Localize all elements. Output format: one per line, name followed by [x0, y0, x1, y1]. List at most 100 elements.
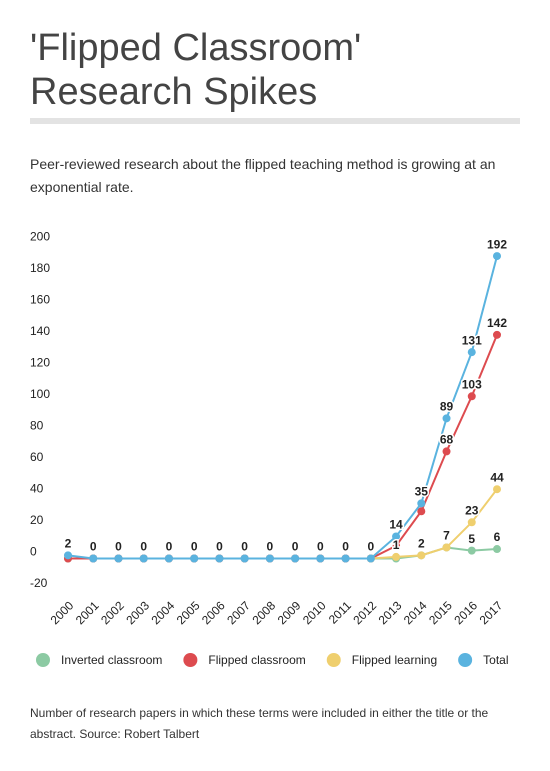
y-tick-label: 120: [30, 356, 50, 370]
data-label: 0: [115, 540, 122, 554]
x-tick-label: 2007: [224, 598, 253, 627]
y-tick-label: -20: [30, 576, 48, 590]
data-point: [467, 392, 476, 401]
data-point: [442, 414, 451, 423]
title-rule: [30, 118, 520, 124]
legend-label: Flipped classroom: [208, 653, 305, 667]
data-point: [493, 330, 501, 339]
y-tick-label: 80: [30, 419, 44, 433]
data-label: 6: [494, 530, 501, 544]
data-point: [493, 545, 501, 554]
x-tick-label: 2012: [350, 598, 379, 627]
data-point: [89, 554, 98, 563]
chart: -200204060801001201401601802002000200120…: [30, 230, 509, 668]
series-line: [68, 546, 498, 560]
data-point: [392, 541, 401, 550]
data-point: [467, 518, 476, 527]
data-label: 192: [487, 237, 507, 251]
data-label: 0: [292, 540, 299, 554]
y-tick-label: 40: [30, 482, 44, 496]
data-point: [64, 551, 72, 560]
data-label: 131: [462, 333, 482, 347]
x-tick-label: 2001: [73, 598, 102, 627]
data-point: [291, 554, 300, 563]
data-label: 0: [342, 540, 349, 554]
data-label: 142: [487, 316, 507, 330]
y-tick-label: 200: [30, 230, 50, 244]
data-point: [164, 554, 173, 563]
x-tick-label: 2015: [426, 598, 455, 627]
data-point: [442, 447, 451, 456]
data-point: [467, 546, 476, 555]
data-point: [417, 507, 426, 516]
data-label: 14: [389, 518, 403, 532]
x-tick-label: 2006: [199, 598, 228, 627]
data-label: 5: [468, 532, 475, 546]
data-point: [316, 554, 325, 563]
y-tick-label: 160: [30, 293, 50, 307]
data-label: 0: [267, 540, 274, 554]
data-point: [493, 252, 501, 261]
y-tick-label: 20: [30, 513, 44, 527]
data-point: [392, 532, 401, 541]
data-label: 2: [65, 537, 72, 551]
legend-swatch: [458, 653, 473, 667]
series-line: [68, 334, 498, 560]
data-point: [417, 499, 426, 508]
x-tick-label: 2005: [174, 598, 203, 627]
data-point: [139, 554, 148, 563]
data-label: 0: [140, 540, 147, 554]
data-label: 44: [490, 470, 504, 484]
legend-swatch: [36, 653, 50, 667]
legend-swatch: [183, 653, 198, 667]
chart-subtitle: Peer-reviewed research about the flipped…: [30, 156, 496, 195]
data-label: 89: [440, 399, 454, 413]
data-point: [392, 552, 401, 561]
x-tick-label: 2000: [48, 598, 77, 627]
x-tick-label: 2003: [123, 598, 152, 627]
x-tick-label: 2011: [326, 598, 354, 626]
x-tick-label: 2004: [149, 598, 178, 627]
data-point: [442, 543, 451, 552]
data-label: 23: [465, 503, 479, 517]
data-label: 103: [462, 377, 482, 391]
data-label: 35: [415, 485, 429, 499]
data-label: 1: [393, 538, 400, 552]
data-label: 0: [216, 540, 223, 554]
data-point: [190, 554, 199, 563]
data-point: [467, 348, 476, 357]
y-tick-label: 100: [30, 387, 50, 401]
x-tick-label: 2017: [477, 598, 506, 627]
x-tick-label: 2013: [376, 598, 405, 627]
series-line: [67, 255, 498, 560]
y-tick-label: 0: [30, 545, 37, 559]
data-point: [265, 554, 274, 563]
y-tick-label: 60: [30, 450, 44, 464]
data-label: 7: [443, 529, 450, 543]
legend-label: Total: [483, 653, 508, 667]
data-point: [114, 554, 123, 563]
x-tick-label: 2014: [401, 598, 430, 627]
data-label: 0: [241, 540, 248, 554]
legend-label: Inverted classroom: [61, 653, 162, 667]
data-label: 0: [317, 540, 324, 554]
data-label: 2: [418, 537, 425, 551]
x-tick-label: 2008: [249, 598, 278, 627]
data-point: [240, 554, 249, 563]
data-point: [215, 554, 224, 563]
data-label: 0: [90, 540, 97, 554]
x-tick-label: 2016: [451, 598, 480, 627]
x-tick-label: 2009: [275, 598, 304, 627]
x-tick-label: 2002: [98, 598, 127, 627]
y-tick-label: 140: [30, 324, 50, 338]
data-point: [341, 554, 350, 563]
data-point: [417, 551, 426, 560]
series-line: [370, 488, 498, 560]
legend-label: Flipped learning: [352, 653, 437, 667]
legend-swatch: [326, 653, 341, 667]
x-tick-label: 2010: [300, 598, 329, 627]
chart-note: Number of research papers in which these…: [30, 706, 489, 741]
data-label: 0: [166, 540, 173, 554]
data-label: 0: [367, 540, 374, 554]
